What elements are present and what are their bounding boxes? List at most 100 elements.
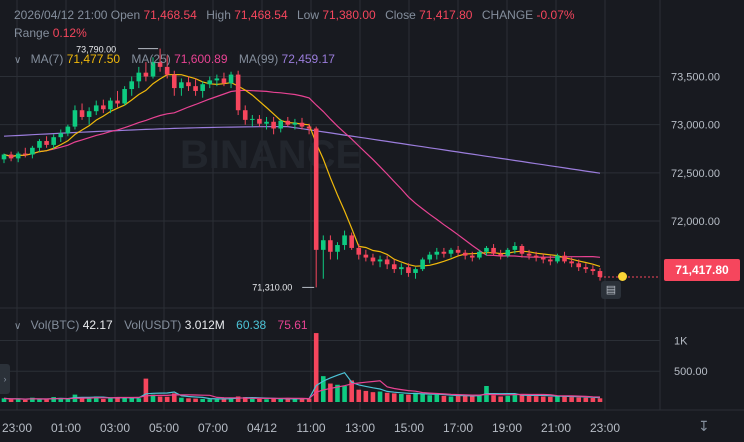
range-readout: Range 0.12% [14,26,87,40]
volume-bar [129,397,135,402]
candle-body [491,247,496,254]
candle-body [335,245,340,252]
time-tick-label: 23:00 [2,421,32,435]
expand-panel-icon[interactable]: › [0,364,10,394]
candle-body [434,251,440,255]
candle-body [257,118,262,124]
candle-body [420,259,425,270]
candle-body [299,122,305,127]
candle-body [320,240,326,250]
low-value: 71,380.00 [322,8,376,22]
volume-bar [555,395,560,402]
high-label: High [206,8,231,22]
scroll-to-latest-icon[interactable]: ↧ [698,418,710,434]
candle-body [413,269,418,273]
volume-bar [420,394,425,402]
volume-bar [264,399,269,402]
candle-body [590,269,596,272]
volume-bar [427,395,433,402]
candle-body [427,254,433,260]
volume-bar [79,397,85,402]
low-annotation: 71,310.00 [252,282,292,292]
volume-bar [15,398,21,402]
volume-bar [384,392,390,402]
candle-body [462,252,468,256]
candle-body [115,100,120,104]
volume-bar [441,395,447,402]
volume-tick-label: 1K [674,335,688,347]
last-price-tag: 71,417.80 [664,259,740,281]
candle-body [150,62,156,77]
volume-bar [143,378,149,402]
candle-body [533,255,539,258]
volume-bar [292,399,298,402]
candle-body [448,249,454,254]
candle-body [200,84,205,91]
volume-bar [512,394,518,402]
datetime-readout: 2026/04/12 21:00 [14,8,108,22]
volume-bar [306,398,312,402]
candle-body [285,120,291,125]
volume-bar [335,384,340,402]
chevron-down-icon[interactable]: ∨ [14,55,22,66]
volume-bar [477,394,482,402]
candle-body [15,153,21,159]
volume-bar [257,398,262,402]
volume-bar [455,395,461,402]
volume-bar [406,394,411,402]
volume-bar [1,398,7,402]
volume-bar [313,333,319,402]
volume-bar [590,398,596,402]
volume-bar [8,399,14,402]
candle-body [292,122,298,125]
change-label: CHANGE [481,8,534,22]
volume-bar [86,398,92,402]
candle-body [583,267,589,270]
volume-bar [214,399,220,402]
time-tick-label: 04/12 [247,421,277,435]
time-tick-label: 21:00 [541,421,571,435]
candle-body [186,82,191,87]
time-tick-label: 19:00 [492,421,522,435]
ma99-label: MA(99) [238,52,279,66]
volume-bar [65,398,71,402]
time-tick-label: 13:00 [345,421,375,435]
volume-bar [186,398,191,402]
open-value: 71,468.54 [143,8,197,22]
volume-bar [122,397,127,402]
volume-bar [58,398,64,402]
volume-bar [115,397,120,402]
candle-body [562,255,567,262]
volume-bar [448,396,454,402]
candle-body [101,105,106,110]
candle-body [30,147,35,155]
candle-body [136,72,142,82]
volume-bar [413,392,418,402]
volume-bar [349,380,354,402]
candle-body [526,253,532,256]
time-tick-label: 23:00 [590,421,620,435]
candle-body [505,249,511,256]
candle-body [349,235,354,248]
volume-ma10-line [3,380,601,400]
candle-body [328,240,333,252]
ma99-value: 72,459.17 [281,52,335,66]
candle-body [44,141,49,145]
order-book-icon[interactable]: ▤ [601,281,621,299]
volume-bar [370,392,376,402]
candle-body [221,78,227,84]
candle-body [22,153,28,155]
volume-bar [299,398,305,402]
chevron-down-icon[interactable]: ∨ [14,321,22,332]
candle-body [597,271,603,278]
range-value: 0.12% [52,26,87,40]
candle-body [278,120,284,129]
candle-body [391,264,397,270]
candle-body [271,121,276,129]
candle-body [129,81,135,90]
volume-bar [399,394,404,402]
candle-body [576,263,582,268]
volume-bar [22,399,28,402]
time-tick-label: 15:00 [394,421,424,435]
